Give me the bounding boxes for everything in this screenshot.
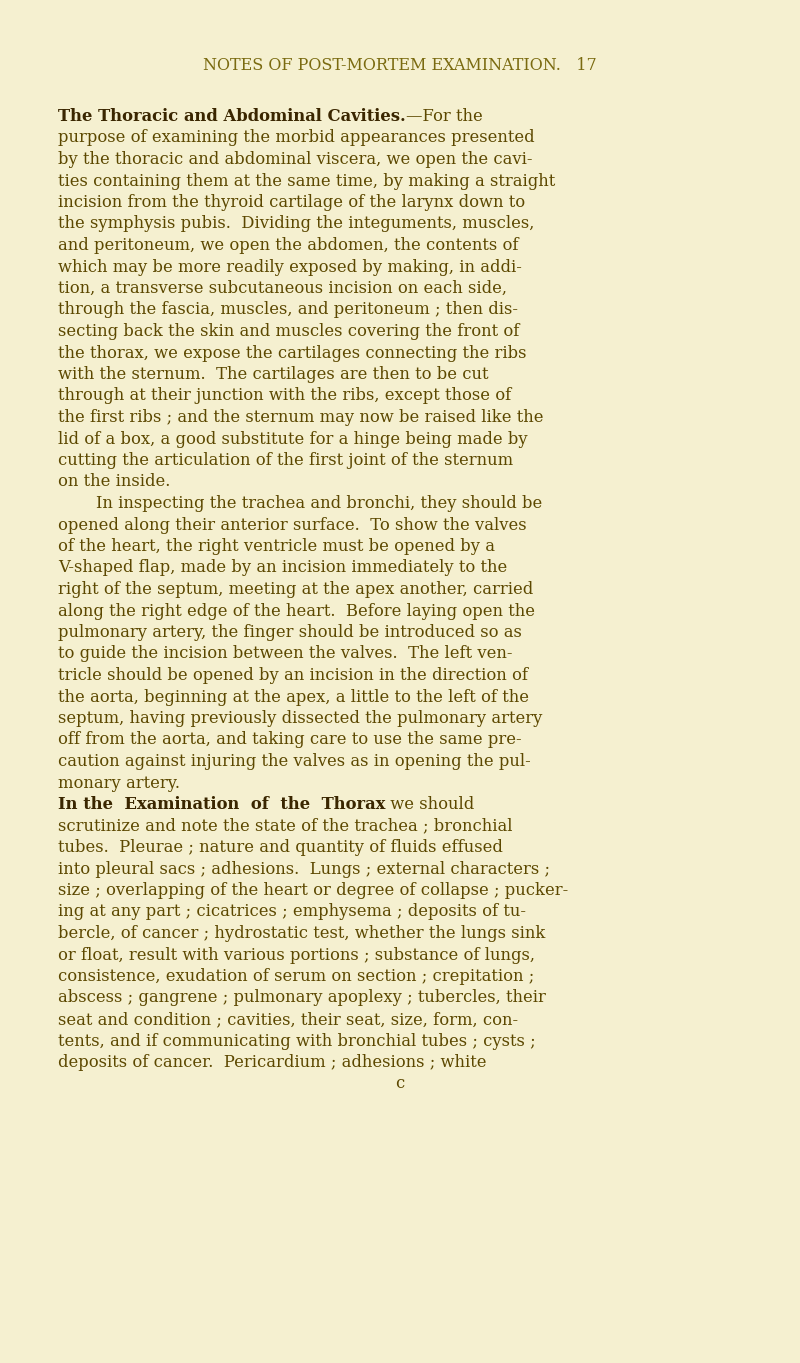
Text: abscess ; gangrene ; pulmonary apoplexy ; tubercles, their: abscess ; gangrene ; pulmonary apoplexy … (58, 990, 546, 1006)
Text: through at their junction with the ribs, except those of: through at their junction with the ribs,… (58, 387, 511, 405)
Text: In inspecting the trachea and bronchi, they should be: In inspecting the trachea and bronchi, t… (96, 495, 542, 512)
Text: ing at any part ; cicatrices ; emphysema ; deposits of tu-: ing at any part ; cicatrices ; emphysema… (58, 904, 526, 920)
Text: by the thoracic and abdominal viscera, we open the cavi-: by the thoracic and abdominal viscera, w… (58, 151, 533, 168)
Text: tricle should be opened by an incision in the direction of: tricle should be opened by an incision i… (58, 667, 528, 684)
Text: to guide the incision between the valves.  The left ven-: to guide the incision between the valves… (58, 646, 513, 662)
Text: the thorax, we expose the cartilages connecting the ribs: the thorax, we expose the cartilages con… (58, 345, 526, 361)
Text: the symphysis pubis.  Dividing the integuments, muscles,: the symphysis pubis. Dividing the integu… (58, 215, 534, 233)
Text: ties containing them at the same time, by making a straight: ties containing them at the same time, b… (58, 173, 555, 189)
Text: the first ribs ; and the sternum may now be raised like the: the first ribs ; and the sternum may now… (58, 409, 543, 427)
Text: secting back the skin and muscles covering the front of: secting back the skin and muscles coveri… (58, 323, 519, 339)
Text: we should: we should (386, 796, 474, 812)
Text: and peritoneum, we open the abdomen, the contents of: and peritoneum, we open the abdomen, the… (58, 237, 518, 254)
Text: The Thoracic and Abdominal Cavities.: The Thoracic and Abdominal Cavities. (58, 108, 406, 125)
Text: with the sternum.  The cartilages are then to be cut: with the sternum. The cartilages are the… (58, 367, 489, 383)
Text: lid of a box, a good substitute for a hinge being made by: lid of a box, a good substitute for a hi… (58, 431, 528, 447)
Text: through the fascia, muscles, and peritoneum ; then dis-: through the fascia, muscles, and periton… (58, 301, 518, 319)
Text: monary artery.: monary artery. (58, 774, 180, 792)
Text: tents, and if communicating with bronchial tubes ; cysts ;: tents, and if communicating with bronchi… (58, 1033, 536, 1050)
Text: V-shaped flap, made by an incision immediately to the: V-shaped flap, made by an incision immed… (58, 559, 507, 577)
Text: along the right edge of the heart.  Before laying open the: along the right edge of the heart. Befor… (58, 602, 535, 620)
Text: which may be more readily exposed by making, in addi-: which may be more readily exposed by mak… (58, 259, 522, 275)
Text: septum, having previously dissected the pulmonary artery: septum, having previously dissected the … (58, 710, 542, 726)
Text: incision from the thyroid cartilage of the larynx down to: incision from the thyroid cartilage of t… (58, 194, 525, 211)
Text: In the  Examination  of  the  Thorax: In the Examination of the Thorax (58, 796, 386, 812)
Text: bercle, of cancer ; hydrostatic test, whether the lungs sink: bercle, of cancer ; hydrostatic test, wh… (58, 925, 546, 942)
Text: —For the: —For the (406, 108, 482, 125)
Text: tion, a transverse subcutaneous incision on each side,: tion, a transverse subcutaneous incision… (58, 279, 507, 297)
Text: tubes.  Pleurae ; nature and quantity of fluids effused: tubes. Pleurae ; nature and quantity of … (58, 840, 503, 856)
Text: size ; overlapping of the heart or degree of collapse ; pucker-: size ; overlapping of the heart or degre… (58, 882, 568, 900)
Text: consistence, exudation of serum on section ; crepitation ;: consistence, exudation of serum on secti… (58, 968, 534, 985)
Text: right of the septum, meeting at the apex another, carried: right of the septum, meeting at the apex… (58, 581, 534, 598)
Text: or float, result with various portions ; substance of lungs,: or float, result with various portions ;… (58, 946, 535, 964)
Text: purpose of examining the morbid appearances presented: purpose of examining the morbid appearan… (58, 129, 534, 146)
Text: NOTES OF POST-MORTEM EXAMINATION.   17: NOTES OF POST-MORTEM EXAMINATION. 17 (203, 57, 597, 74)
Text: scrutinize and note the state of the trachea ; bronchial: scrutinize and note the state of the tra… (58, 818, 513, 834)
Text: seat and condition ; cavities, their seat, size, form, con-: seat and condition ; cavities, their sea… (58, 1011, 518, 1028)
Text: cutting the articulation of the first joint of the sternum: cutting the articulation of the first jo… (58, 453, 513, 469)
Text: on the inside.: on the inside. (58, 473, 170, 491)
Text: deposits of cancer.  Pericardium ; adhesions ; white: deposits of cancer. Pericardium ; adhesi… (58, 1054, 486, 1071)
Text: opened along their anterior surface.  To show the valves: opened along their anterior surface. To … (58, 517, 526, 533)
Text: of the heart, the right ventricle must be opened by a: of the heart, the right ventricle must b… (58, 538, 495, 555)
Text: c: c (395, 1075, 405, 1093)
Text: the aorta, beginning at the apex, a little to the left of the: the aorta, beginning at the apex, a litt… (58, 688, 529, 706)
Text: caution against injuring the valves as in opening the pul-: caution against injuring the valves as i… (58, 752, 530, 770)
Text: pulmonary artery, the finger should be introduced so as: pulmonary artery, the finger should be i… (58, 624, 522, 641)
Text: off from the aorta, and taking care to use the same pre-: off from the aorta, and taking care to u… (58, 732, 522, 748)
Text: into pleural sacs ; adhesions.  Lungs ; external characters ;: into pleural sacs ; adhesions. Lungs ; e… (58, 860, 550, 878)
